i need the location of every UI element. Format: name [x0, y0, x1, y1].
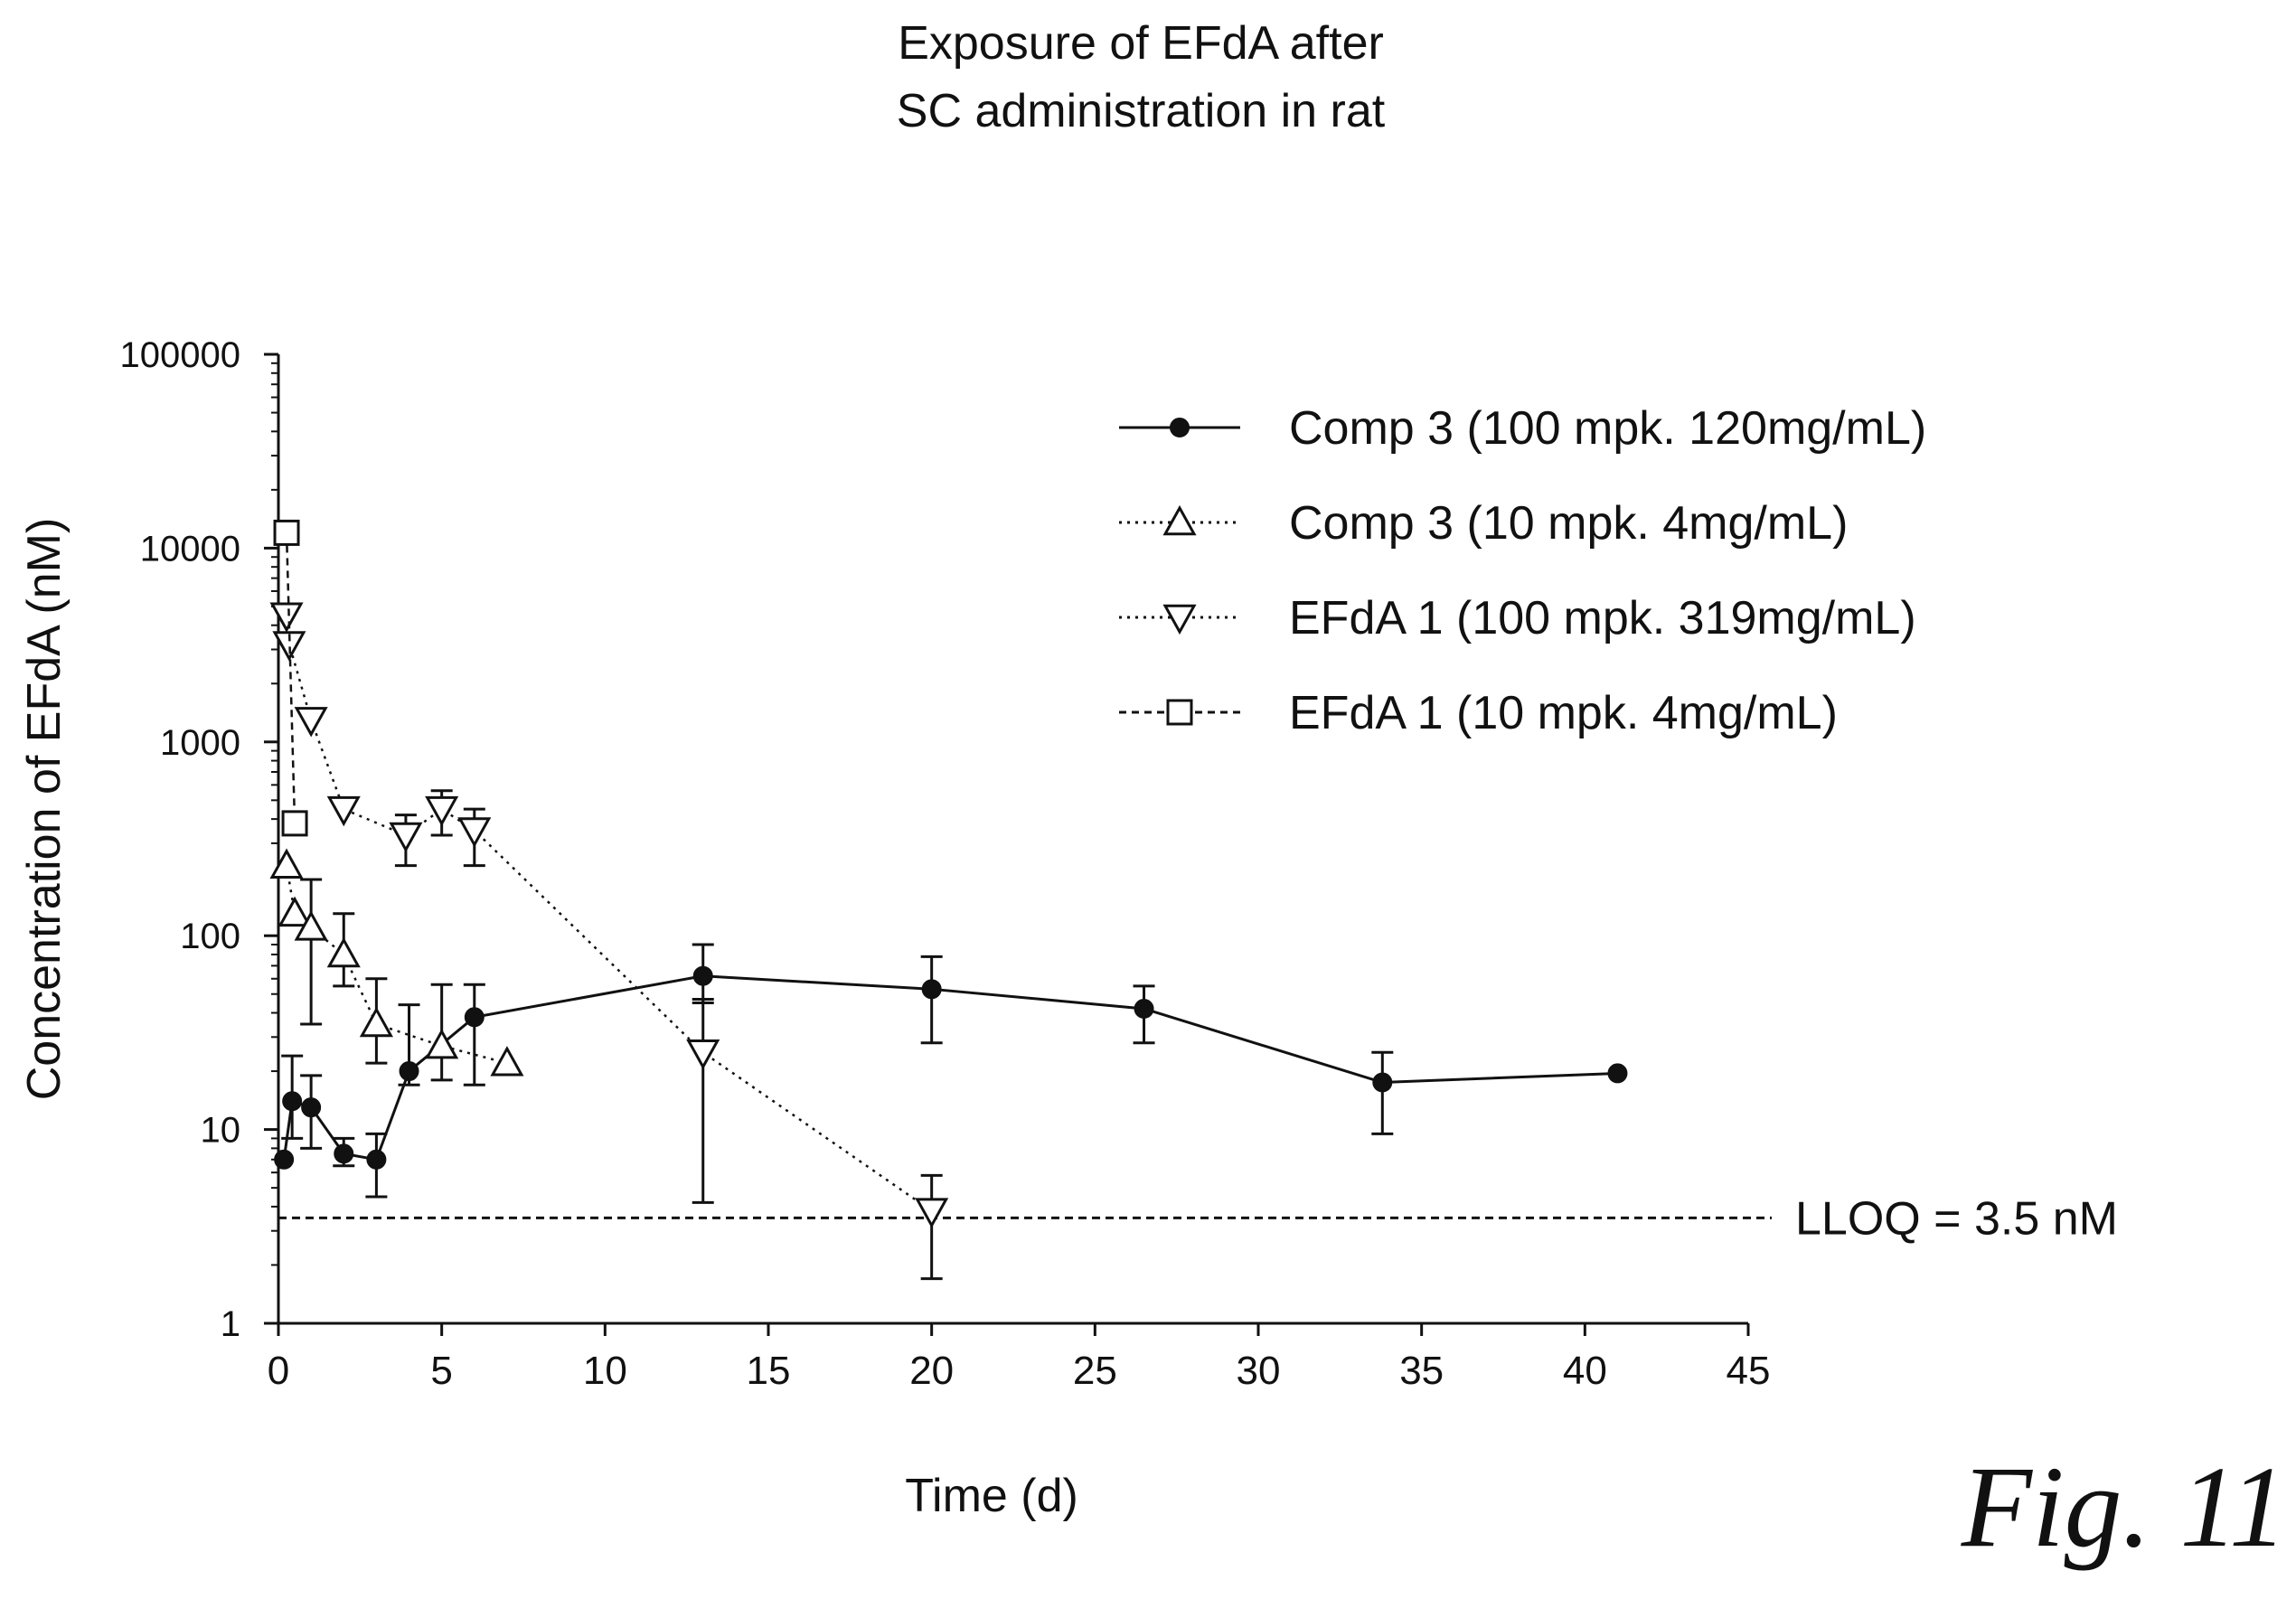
data-point — [326, 936, 361, 968]
data-point — [366, 1149, 387, 1170]
y-tick-label: 10 — [201, 1111, 241, 1151]
chart-subtitle: SC administration in rat — [897, 85, 1386, 137]
axis-ticks: 0 5 10 15 20 25 30 35 40 45 1 10 100 1000 10000 100000 — [120, 335, 1771, 1393]
data-point — [399, 1061, 419, 1082]
series-line — [282, 974, 1618, 1162]
data-point — [457, 817, 492, 848]
series-1 — [269, 848, 524, 1082]
legend-item-1: Comp 3 (10 mpk. 4mg/mL) — [1119, 497, 1848, 550]
x-tick-label: 10 — [583, 1349, 627, 1393]
data-point — [274, 1149, 295, 1170]
data-point — [282, 1091, 303, 1112]
y-tick-label: 100 — [180, 917, 240, 956]
series-3 — [273, 519, 308, 837]
y-axis-label: Concentration of EFdA (nM) — [18, 518, 71, 1101]
x-tick-label: 25 — [1073, 1349, 1117, 1393]
legend-label: Comp 3 (10 mpk. 4mg/mL) — [1289, 497, 1848, 550]
x-tick-label: 20 — [909, 1349, 954, 1393]
data-point — [272, 631, 306, 662]
legend-marker — [1162, 604, 1197, 635]
data-point — [326, 795, 361, 827]
legend-marker — [1170, 418, 1190, 437]
legend: Comp 3 (100 mpk. 120mg/mL) Comp 3 (10 mpk… — [1119, 402, 1926, 739]
x-tick-label: 40 — [1563, 1349, 1607, 1393]
data-point — [269, 848, 304, 879]
x-tick-label: 30 — [1237, 1349, 1281, 1393]
y-tick-label: 100000 — [120, 335, 240, 375]
legend-item-3: EFdA 1 (10 mpk. 4mg/mL) — [1119, 687, 1838, 739]
chart-title: Exposure of EFdA after — [898, 17, 1384, 70]
data-point — [278, 896, 312, 927]
figure-label: Fig. 11 — [1961, 1443, 2287, 1571]
lloq-label: LLOQ = 3.5 nM — [1795, 1192, 2118, 1245]
data-point — [692, 965, 713, 986]
legend-label: EFdA 1 (10 mpk. 4mg/mL) — [1289, 687, 1838, 739]
data-point — [301, 1097, 322, 1118]
x-tick-label: 5 — [430, 1349, 452, 1393]
data-point — [686, 1039, 720, 1070]
x-tick-label: 15 — [747, 1349, 791, 1393]
series-2 — [269, 602, 949, 1281]
data-point — [490, 1046, 524, 1077]
data-point — [269, 602, 304, 633]
legend-marker — [1166, 699, 1193, 726]
data-point — [294, 707, 328, 738]
lloq-reference: LLOQ = 3.5 nM — [278, 1192, 2118, 1245]
data-point — [334, 1143, 354, 1164]
legend-item-0: Comp 3 (100 mpk. 120mg/mL) — [1119, 402, 1926, 455]
series-line — [285, 532, 296, 823]
data-point — [1372, 1072, 1393, 1093]
data-point — [921, 979, 942, 1000]
plot-area — [269, 519, 1628, 1281]
data-point — [915, 1198, 949, 1228]
data-point — [425, 795, 459, 827]
x-tick-label: 45 — [1727, 1349, 1771, 1393]
data-point — [273, 519, 300, 546]
data-point — [1607, 1063, 1628, 1084]
y-tick-label: 1 — [221, 1304, 240, 1344]
series-0 — [274, 943, 1628, 1199]
x-axis-label: Time (d) — [905, 1470, 1078, 1522]
x-tick-label: 35 — [1399, 1349, 1444, 1393]
data-point — [464, 1007, 485, 1028]
legend-marker — [1162, 504, 1197, 536]
data-point — [389, 822, 423, 853]
series-line — [285, 615, 933, 1212]
data-point — [281, 810, 308, 837]
legend-label: EFdA 1 (100 mpk. 319mg/mL) — [1289, 592, 1916, 644]
legend-label: Comp 3 (100 mpk. 120mg/mL) — [1289, 402, 1926, 455]
legend-item-2: EFdA 1 (100 mpk. 319mg/mL) — [1119, 592, 1916, 644]
x-tick-label: 0 — [268, 1349, 289, 1393]
data-point — [294, 910, 328, 941]
y-tick-label: 10000 — [140, 529, 240, 569]
data-point — [425, 1029, 459, 1059]
y-tick-label: 1000 — [160, 723, 240, 763]
data-point — [359, 1006, 393, 1038]
data-point — [1134, 998, 1154, 1019]
